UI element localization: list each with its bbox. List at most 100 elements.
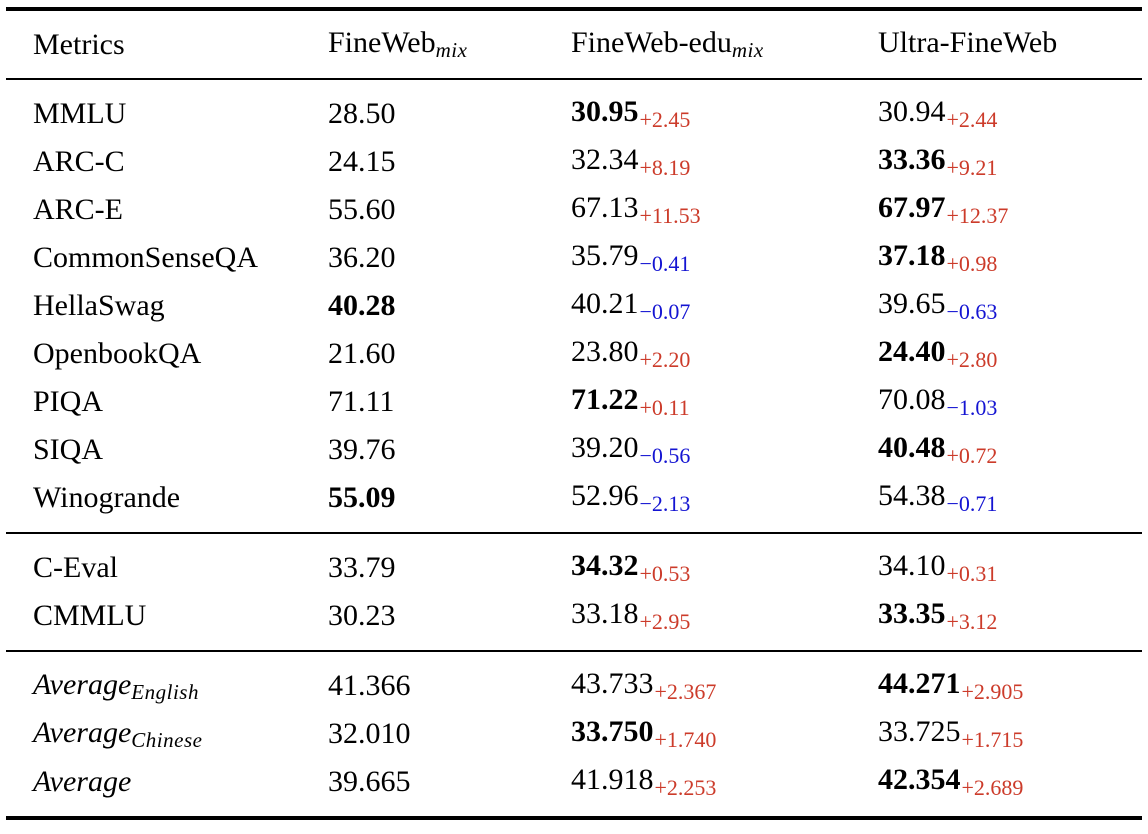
metric-value: 39.20: [571, 431, 639, 464]
delta-gain: +2.20: [639, 347, 691, 372]
delta-gain: +0.11: [639, 395, 690, 420]
value-cell: 24.15: [328, 138, 571, 186]
metric-label: C-Eval: [6, 533, 328, 592]
column-header-label: FineWeb: [328, 26, 436, 59]
metric-value: 70.08: [878, 383, 946, 416]
table-row: AverageChinese 32.010 33.750+1.740 33.725+1…: [6, 710, 1142, 758]
metric-label: ARC-E: [6, 186, 328, 234]
metric-name: CMMLU: [33, 599, 147, 632]
metric-name: MMLU: [33, 97, 127, 130]
value-cell: 52.96−2.13: [571, 474, 878, 533]
column-header-label: Metrics: [33, 27, 125, 61]
metric-value: 67.97: [878, 191, 946, 224]
delta-loss: −0.41: [639, 251, 691, 276]
column-header-label: FineWeb-edu: [571, 26, 732, 59]
delta-gain: +2.253: [654, 775, 717, 800]
value-cell: 55.60: [328, 186, 571, 234]
value-cell: 67.13+11.53: [571, 186, 878, 234]
metric-name: ARC-E: [33, 193, 123, 226]
metric-value: 52.96: [571, 479, 639, 512]
delta-gain: +2.95: [639, 609, 691, 634]
metric-name: Average: [33, 765, 132, 798]
value-cell: 36.20: [328, 234, 571, 282]
metric-value: 36.20: [328, 241, 396, 274]
value-cell: 67.97+12.37: [878, 186, 1142, 234]
metric-label: Winogrande: [6, 474, 328, 533]
metric-value: 33.79: [328, 551, 396, 584]
metric-value: 43.733: [571, 667, 654, 700]
metric-label: CommonSenseQA: [6, 234, 328, 282]
metric-name: Average: [33, 667, 132, 701]
metric-name: Winogrande: [33, 481, 181, 514]
metric-value: 33.36: [878, 143, 946, 176]
metric-value: 32.010: [328, 717, 411, 750]
benchmark-table: Metrics FineWebmix FineWeb-edumix Ultra-…: [6, 7, 1142, 820]
metric-value: 40.28: [328, 289, 396, 322]
metric-label: CMMLU: [6, 592, 328, 651]
table-header: Metrics FineWebmix FineWeb-edumix Ultra-…: [6, 9, 1142, 80]
metric-value: 32.34: [571, 143, 639, 176]
delta-gain: +2.44: [946, 107, 998, 132]
metric-value: 42.354: [878, 763, 961, 796]
metric-value: 40.48: [878, 431, 946, 464]
delta-loss: −0.07: [639, 299, 691, 324]
metric-value: 55.09: [328, 481, 396, 514]
delta-loss: −2.13: [639, 491, 691, 516]
value-cell: 54.38−0.71: [878, 474, 1142, 533]
metric-value: 44.271: [878, 667, 961, 700]
metric-value: 35.79: [571, 239, 639, 272]
metric-value: 40.21: [571, 287, 639, 320]
metric-label: SIQA: [6, 426, 328, 474]
delta-gain: +1.740: [654, 727, 717, 752]
metric-value: 33.725: [878, 715, 961, 748]
value-cell: 23.80+2.20: [571, 330, 878, 378]
table-row: SIQA 39.76 39.20−0.56 40.48+0.72: [6, 426, 1142, 474]
value-cell: 33.36+9.21: [878, 138, 1142, 186]
metric-label: Average: [6, 758, 328, 818]
value-cell: 34.32+0.53: [571, 533, 878, 592]
metric-value: 34.10: [878, 549, 946, 582]
metric-value: 71.11: [328, 385, 395, 418]
metric-value: 30.94: [878, 95, 946, 128]
value-cell: 35.79−0.41: [571, 234, 878, 282]
value-cell: 44.271+2.905: [878, 651, 1142, 710]
delta-gain: +2.80: [946, 347, 998, 372]
column-header-metrics: Metrics: [6, 9, 328, 80]
value-cell: 40.48+0.72: [878, 426, 1142, 474]
metric-label: MMLU: [6, 79, 328, 138]
table-row: ARC-E 55.60 67.13+11.53 67.97+12.37: [6, 186, 1142, 234]
table-section: MMLU 28.50 30.95+2.45 30.94+2.44 ARC-C 24.15 3…: [6, 79, 1142, 533]
value-cell: 71.11: [328, 378, 571, 426]
table-row: AverageEnglish 41.366 43.733+2.367 44.271+2…: [6, 651, 1142, 710]
metric-value: 39.665: [328, 765, 411, 798]
value-cell: 30.94+2.44: [878, 79, 1142, 138]
metric-value: 30.23: [328, 599, 396, 632]
metric-value: 41.918: [571, 763, 654, 796]
value-cell: 30.23: [328, 592, 571, 651]
metric-name: C-Eval: [33, 551, 118, 584]
metric-value: 33.35: [878, 597, 946, 630]
delta-gain: +12.37: [946, 203, 1009, 228]
value-cell: 70.08−1.03: [878, 378, 1142, 426]
value-cell: 71.22+0.11: [571, 378, 878, 426]
metric-value: 21.60: [328, 337, 396, 370]
value-cell: 39.65−0.63: [878, 282, 1142, 330]
metric-name: SIQA: [33, 433, 104, 466]
value-cell: 33.750+1.740: [571, 710, 878, 758]
table-section: C-Eval 33.79 34.32+0.53 34.10+0.31 CMMLU 30.2…: [6, 533, 1142, 651]
metric-label: HellaSwag: [6, 282, 328, 330]
metric-label: OpenbookQA: [6, 330, 328, 378]
column-header-subscript: mix: [435, 38, 468, 62]
metric-value: 23.80: [571, 335, 639, 368]
metric-name: OpenbookQA: [33, 337, 202, 370]
metric-name: PIQA: [33, 385, 104, 418]
delta-gain: +2.905: [961, 679, 1024, 704]
value-cell: 33.79: [328, 533, 571, 592]
delta-gain: +2.689: [961, 775, 1024, 800]
metric-value: 30.95: [571, 95, 639, 128]
metric-value: 33.750: [571, 715, 654, 748]
metric-value: 28.50: [328, 97, 396, 130]
metric-name: CommonSenseQA: [33, 241, 258, 274]
metric-name: HellaSwag: [33, 289, 165, 322]
